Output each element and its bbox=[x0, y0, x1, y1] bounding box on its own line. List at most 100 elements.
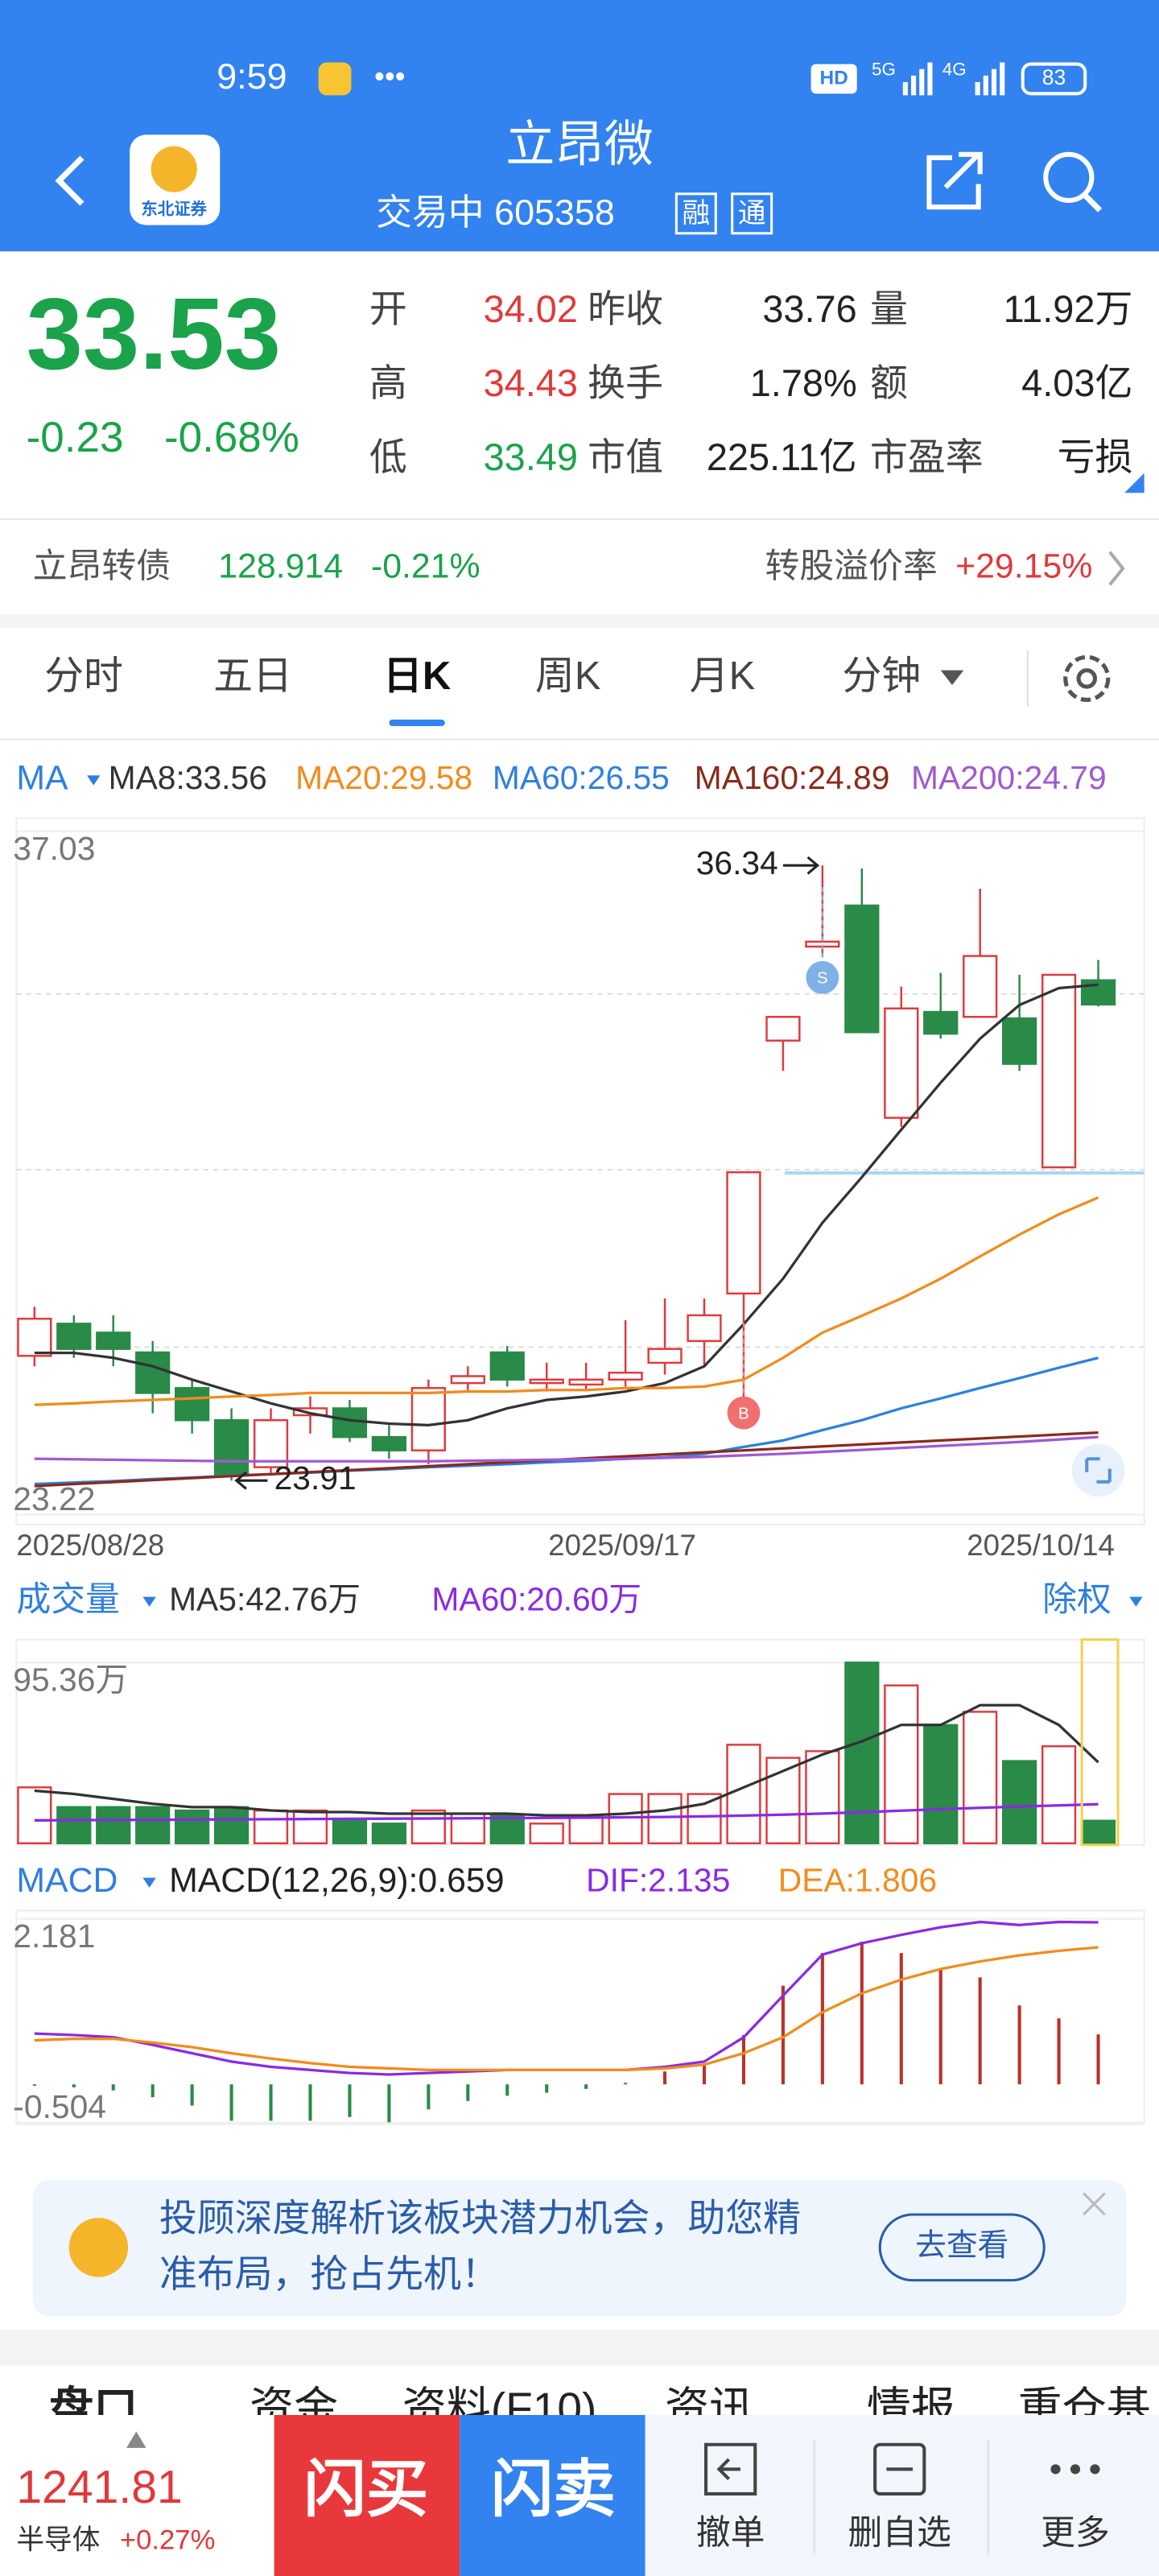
volume-bar bbox=[175, 1809, 210, 1845]
volume-bar bbox=[371, 1823, 407, 1845]
field-label: 换手 bbox=[588, 362, 663, 404]
bond-name[interactable]: 立昂转债 bbox=[33, 547, 171, 585]
buy-label: 闪买 bbox=[303, 2454, 428, 2524]
candle-body bbox=[253, 1418, 289, 1468]
chevron[interactable] bbox=[1108, 551, 1125, 586]
volume-bar bbox=[568, 1814, 604, 1845]
volume-bar bbox=[726, 1744, 761, 1845]
y-tick-label: 23.22 bbox=[13, 1480, 95, 1517]
banner-close[interactable] bbox=[1083, 2192, 1106, 2216]
search-button[interactable] bbox=[1043, 151, 1103, 213]
tab-underline bbox=[389, 719, 445, 727]
field-value: 33.49 bbox=[484, 436, 578, 478]
y-tick-label: -0.504 bbox=[13, 2088, 106, 2125]
volume-bar bbox=[1002, 1760, 1037, 1845]
selected-highlight bbox=[1080, 1638, 1120, 1847]
volume-bar bbox=[844, 1662, 880, 1845]
volume-bar bbox=[135, 1806, 171, 1845]
logo-text: 东北证券 bbox=[141, 200, 207, 219]
action-label: 更多 bbox=[1041, 2513, 1110, 2552]
buy-button[interactable] bbox=[274, 2415, 460, 2576]
adjust-toggle[interactable]: 除权 bbox=[1042, 1580, 1112, 1619]
badge: 通 bbox=[738, 198, 766, 229]
hd-badge bbox=[810, 64, 857, 94]
candle-body bbox=[963, 955, 998, 1018]
banner-icon bbox=[68, 2218, 129, 2277]
period-tab[interactable]: 分时 bbox=[44, 654, 123, 698]
indicator-line bbox=[34, 1703, 1099, 1817]
sell-button[interactable] bbox=[460, 2415, 645, 2576]
price-change-pct: -0.68% bbox=[164, 414, 299, 461]
indicator-line bbox=[34, 1946, 1099, 2071]
period-tabs: 分时 五日 日K 周K 月K 分钟 bbox=[44, 654, 921, 727]
candle-body bbox=[56, 1323, 92, 1350]
indicator-line bbox=[34, 983, 1099, 1426]
banner[interactable] bbox=[32, 2180, 1127, 2317]
stock-name: 立昂微 bbox=[505, 117, 654, 171]
period-tab[interactable]: 周K bbox=[535, 654, 601, 698]
signal-marker[interactable] bbox=[806, 960, 839, 994]
legend-entry: MA60:20.60万 bbox=[431, 1581, 641, 1618]
settings-button[interactable] bbox=[1063, 654, 1111, 702]
period-tab[interactable]: 五日 bbox=[213, 654, 292, 698]
status-dots: ••• bbox=[374, 60, 406, 93]
field-value: 4.03亿 bbox=[1021, 362, 1132, 404]
sell-label: 闪卖 bbox=[491, 2454, 616, 2524]
candle-body bbox=[687, 1314, 722, 1343]
macd-frame bbox=[15, 1909, 1145, 2125]
candle-body bbox=[1041, 973, 1077, 1169]
field-value: 1.78% bbox=[750, 362, 857, 404]
banner-button-label: 去查看 bbox=[915, 2228, 1008, 2263]
candle-body bbox=[410, 1387, 446, 1451]
legend-entry: MA5:42.76万 bbox=[169, 1581, 361, 1618]
volume-bar bbox=[647, 1793, 683, 1845]
action-label: 删自选 bbox=[848, 2513, 951, 2552]
badge: 融 bbox=[682, 198, 710, 229]
back-button[interactable] bbox=[55, 155, 85, 206]
candle-body bbox=[1080, 979, 1116, 1006]
candle-body bbox=[844, 904, 880, 1034]
volume-bar bbox=[96, 1806, 131, 1845]
x-tick-label: 2025/10/14 bbox=[967, 1529, 1115, 1562]
dropdown-caret[interactable] bbox=[940, 670, 964, 686]
signal-marker[interactable] bbox=[727, 1396, 761, 1430]
action-label: 撤单 bbox=[696, 2513, 765, 2552]
candle-body bbox=[175, 1387, 210, 1422]
period-tab[interactable]: 月K bbox=[690, 654, 756, 698]
index-name: 半导体 bbox=[16, 2524, 100, 2555]
logo-face bbox=[151, 146, 197, 192]
candle-body bbox=[884, 1007, 919, 1119]
more-button[interactable] bbox=[1050, 2464, 1100, 2475]
share-button[interactable] bbox=[926, 151, 983, 210]
premium-label: 转股溢价率 bbox=[765, 547, 938, 585]
battery-level: 83 bbox=[1042, 65, 1066, 89]
remove-watchlist[interactable] bbox=[873, 2442, 926, 2496]
volume-bar bbox=[213, 1806, 250, 1845]
candle-body bbox=[489, 1351, 525, 1381]
status-4g: 4G bbox=[942, 60, 967, 80]
period-tab[interactable]: 分钟 bbox=[842, 654, 921, 698]
zoom-button[interactable] bbox=[1071, 1443, 1125, 1497]
last-price: 33.53 bbox=[27, 276, 281, 390]
banner-text: 投顾深度解析该板块潜力机会，助您精 bbox=[159, 2198, 801, 2240]
candle-body bbox=[332, 1407, 368, 1439]
field-label: 高 bbox=[369, 362, 407, 404]
status-icon bbox=[318, 62, 352, 96]
banner-button[interactable] bbox=[878, 2213, 1046, 2282]
index-value: 1241.81 bbox=[16, 2462, 182, 2513]
period-tab[interactable]: 日K bbox=[383, 654, 451, 698]
candle-body bbox=[1002, 1017, 1037, 1065]
legend-entry: MA8:33.56 bbox=[109, 759, 267, 796]
status-hd: HD bbox=[819, 67, 848, 89]
legend-caret bbox=[142, 1877, 156, 1888]
macd-params: MACD(12,26,9):0.659 bbox=[169, 1861, 504, 1900]
field-value: 225.11亿 bbox=[707, 436, 857, 478]
candle-body bbox=[450, 1375, 485, 1385]
cancel-order[interactable] bbox=[704, 2442, 757, 2496]
legend-caret bbox=[142, 1596, 156, 1607]
premium-value: +29.15% bbox=[955, 547, 1092, 585]
max-arrow bbox=[782, 856, 820, 875]
min-arrow bbox=[234, 1471, 268, 1490]
volume-bar bbox=[529, 1823, 564, 1845]
